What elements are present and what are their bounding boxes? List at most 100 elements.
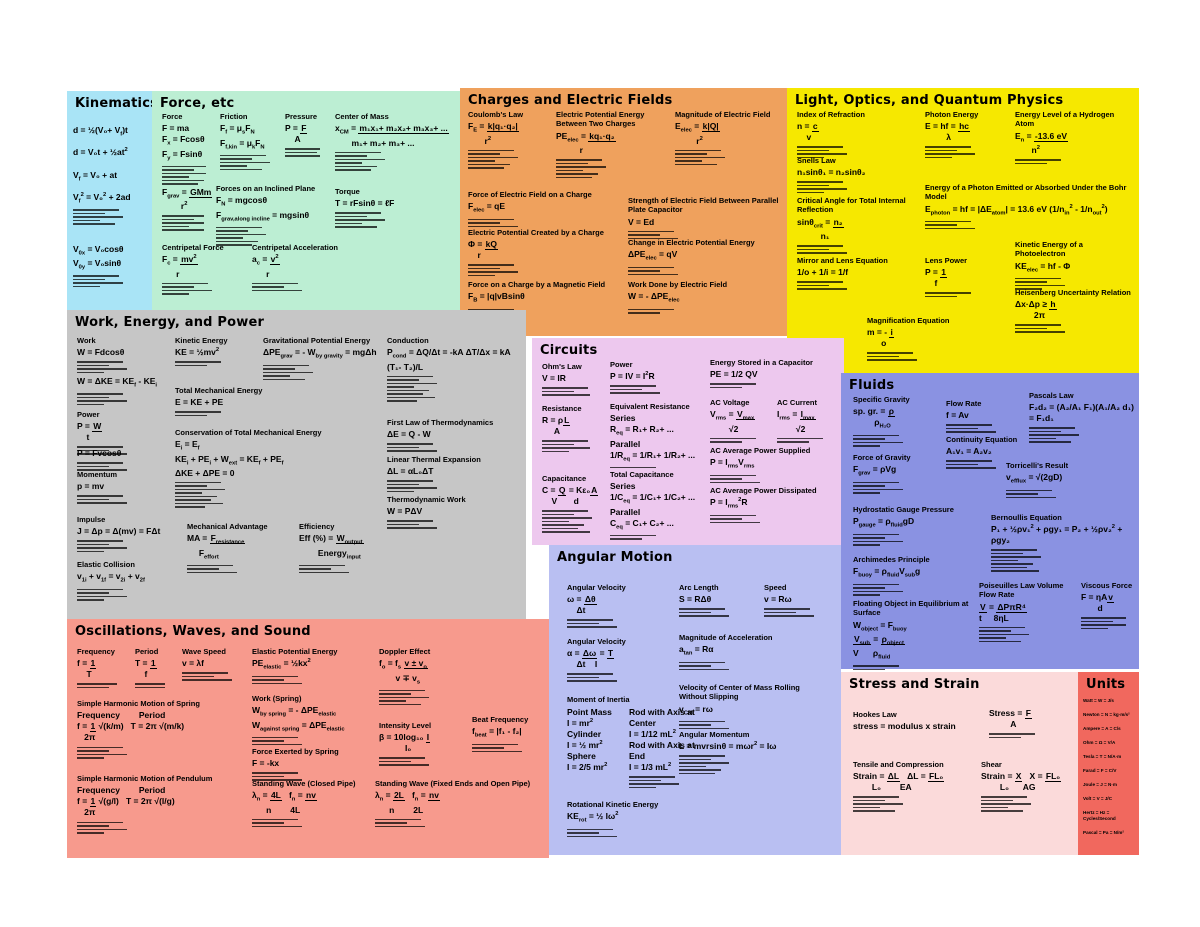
formula-line: ΔPEgrav = - Wby gravity = mgΔh (263, 347, 377, 361)
note-line (1029, 437, 1056, 440)
formula-block: Photon Energy E = hf = hc λ (925, 110, 1015, 160)
formula-line: √2 (710, 423, 739, 434)
formula-line: V d (542, 496, 579, 507)
formula-label: Index of Refraction (797, 110, 865, 119)
formula-line: F₂d₂ = (A₂/A₁ F₁)(A₁/A₂ d₁) = F₁d₁ (1029, 402, 1137, 424)
formula-notes (1081, 617, 1136, 630)
note-line (797, 156, 824, 159)
note-line (981, 810, 1023, 812)
formula-block: Elastic Potential Energy PEelastic = ½kx2 (252, 647, 377, 686)
note-line (379, 757, 425, 759)
formula-notes (853, 533, 983, 546)
formula-label: Total Mechanical Energy (175, 386, 263, 395)
note-line (175, 411, 221, 413)
note-line (797, 284, 829, 287)
note-line (853, 590, 903, 593)
formula-line: A (542, 426, 560, 437)
formula-notes (468, 264, 628, 277)
note-line (979, 630, 1011, 632)
note-line (387, 490, 414, 493)
note-line (182, 675, 214, 678)
formula-notes (1015, 277, 1135, 290)
formula-line: 1/o + 1/i = 1/f (797, 267, 849, 278)
note-line (1015, 159, 1061, 161)
formula-line: W = ΔKE = KEf - KEi (77, 376, 158, 389)
note-line (542, 447, 590, 449)
formula-line: I₀ (379, 743, 412, 754)
note-line (567, 622, 599, 625)
formula-notes (375, 818, 545, 828)
formula-line: Strain = ΔL ΔL = FL₀ (853, 771, 945, 783)
formula-line: Parallel (610, 506, 641, 517)
formula-label: Change in Electric Potential Energy (628, 238, 755, 247)
formula-label: Strength of Electric Field Between Paral… (628, 196, 779, 215)
formula-block: Power P = W t (77, 410, 157, 457)
note-line (556, 173, 598, 175)
note-line (252, 740, 284, 742)
note-line (216, 230, 248, 232)
formula-notes (1015, 159, 1135, 164)
formula-line: T = 1 (135, 658, 157, 670)
note-line (252, 289, 302, 292)
formula-line: ρH₂O (853, 417, 891, 431)
formula-line: Frequency Period (77, 785, 166, 796)
formula-notes (797, 181, 915, 194)
formula-block: Torricelli's Result vefflux = √(2gD) (1006, 461, 1111, 500)
formula-line: P = Fvcosθ (77, 448, 122, 458)
note-line (991, 563, 1033, 565)
note-line (472, 747, 504, 749)
formula-block: Period T = 1 f (135, 647, 175, 690)
formula-line: I = 2/5 mr2 (567, 762, 608, 773)
formula-line: f = 1 (77, 658, 97, 670)
note-line (1081, 627, 1108, 630)
note-line (335, 219, 385, 221)
note-line (77, 746, 123, 749)
note-line (710, 521, 760, 524)
note-line (252, 743, 302, 746)
formula-block: Archimedes Principle Fbuoy = ρfluidVsubg (853, 555, 973, 598)
unit-definition: Hertz = Hz = Cycles/Second (1083, 810, 1116, 821)
unit-definition: Ampere = A = C/s (1083, 726, 1121, 731)
note-line (628, 273, 678, 276)
formula-line: Ff,kin = μkFN (220, 137, 265, 151)
note-line (610, 534, 656, 537)
formula-block: Point Mass I = mr2 Cylinder I = ½ mr2 Sphere… (567, 707, 625, 773)
formula-block: Floating Object in Equilibrium at Surfac… (853, 599, 975, 676)
note-line (220, 165, 247, 167)
formula-line: n 2L (375, 804, 424, 815)
formula-label: Torricelli's Result (1006, 461, 1069, 470)
formula-label: Work (77, 336, 96, 345)
formula-label: Rotational Kinetic Energy (567, 800, 659, 809)
formula-line: v = λf (182, 658, 204, 669)
formula-label: Magnitude of Electric Field (675, 110, 771, 119)
formula-label: Pressure (285, 112, 318, 121)
note-line (710, 437, 756, 440)
note-line (853, 537, 885, 539)
formula-label: Work Done by Electric Field (628, 280, 728, 289)
note-line (263, 378, 305, 381)
formula-label: Force of Electric Field on a Charge (468, 190, 592, 199)
formula-block: Mechanical Advantage MA = Fresistance Fef… (187, 522, 297, 575)
formula-line: V ρfluid (853, 648, 891, 661)
formula-notes (387, 520, 517, 529)
formula-line: Stress = F (989, 708, 1032, 719)
formula-line: Fgrav,along incline = mgsinθ (216, 209, 310, 223)
note-line (299, 568, 331, 570)
formula-notes (777, 437, 839, 443)
formula-line: fo = fs v ± vo (379, 658, 428, 672)
note-line (468, 274, 495, 277)
note-line (77, 368, 127, 370)
note-line (387, 393, 423, 395)
note-line (1029, 430, 1061, 433)
note-line (162, 165, 206, 168)
formula-notes (77, 588, 172, 601)
note-line (853, 533, 899, 536)
note-line (991, 570, 1039, 572)
formula-block: Angular Velocity ω = Δθ Δt (567, 583, 667, 630)
formula-label: Intensity Level (379, 721, 432, 730)
note-line (567, 676, 599, 679)
formula-label: Angular Velocity (567, 583, 626, 592)
note-line (853, 803, 903, 805)
note-line (679, 755, 725, 757)
note-line (77, 465, 109, 468)
